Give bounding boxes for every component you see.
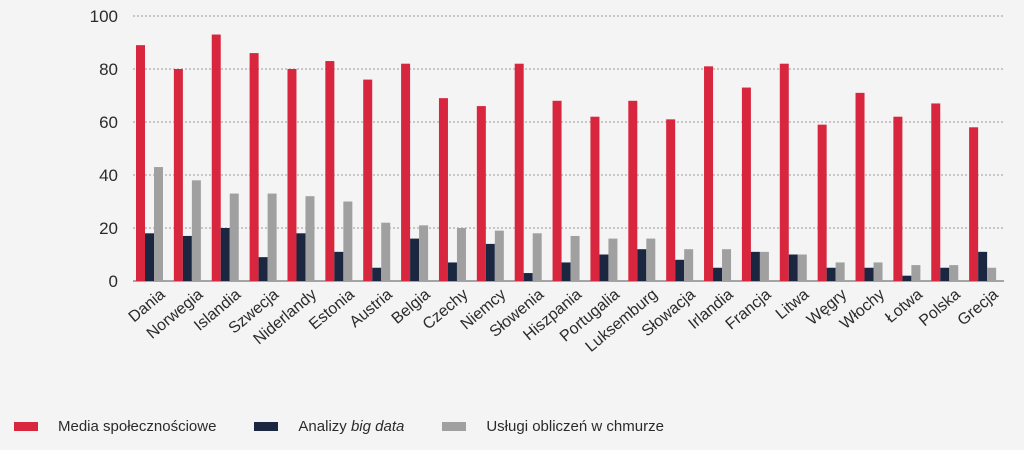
y-tick-label: 60 <box>99 113 118 132</box>
bar-bigdata <box>599 254 609 281</box>
x-tick-label: Austria <box>347 286 396 331</box>
bar-social <box>476 106 486 281</box>
bar-cloud <box>759 251 769 281</box>
bar-social <box>817 124 827 282</box>
bar-cloud <box>343 201 353 281</box>
bar-bigdata <box>447 262 457 281</box>
bar-cloud <box>873 262 883 281</box>
bar-cloud <box>835 262 845 281</box>
bar-cloud <box>305 196 315 281</box>
bar-social <box>931 103 941 281</box>
bar-cloud <box>191 180 201 281</box>
bar-social <box>249 53 259 281</box>
bar-social <box>401 63 411 282</box>
chart-legend: Media społecznościowe Analizy big data U… <box>14 418 664 435</box>
bar-bigdata <box>864 267 874 281</box>
bar-bigdata <box>826 267 836 281</box>
bar-bigdata <box>258 257 268 281</box>
legend-label-bigdata: Analizy big data <box>298 418 404 435</box>
legend-item-cloud: Usługi obliczeń w chmurze <box>442 418 664 435</box>
x-tick-label: Grecja <box>955 286 1002 329</box>
bar-social <box>666 119 676 281</box>
bar-bigdata <box>523 273 533 281</box>
bar-social <box>704 66 714 281</box>
bar-cloud <box>154 167 163 281</box>
bar-cloud <box>456 228 466 281</box>
bar-bigdata <box>750 251 760 281</box>
x-tick-label: Polska <box>916 286 964 330</box>
bar-social <box>325 61 335 281</box>
y-tick-label: 80 <box>99 60 118 79</box>
bar-cloud <box>267 193 277 281</box>
bar-cloud <box>646 238 656 281</box>
bar-social <box>893 116 903 281</box>
bar-social <box>590 116 600 281</box>
bar-social <box>287 69 297 281</box>
bar-cloud <box>381 222 391 281</box>
bar-bigdata <box>637 249 647 281</box>
bar-cloud <box>419 225 429 281</box>
bar-bigdata <box>940 267 950 281</box>
bar-bigdata <box>675 259 685 281</box>
bar-social <box>136 45 145 282</box>
bar-cloud <box>797 254 807 281</box>
legend-item-social: Media społecznościowe <box>14 418 216 435</box>
bar-social <box>173 69 183 281</box>
bar-cloud <box>229 193 239 281</box>
bar-social <box>741 87 751 281</box>
bar-cloud <box>608 238 618 281</box>
legend-label-cloud: Usługi obliczeń w chmurze <box>486 418 664 435</box>
bar-social <box>552 100 562 281</box>
y-tick-label: 40 <box>99 166 118 185</box>
bar-cloud <box>911 265 921 281</box>
bar-bigdata <box>296 233 306 281</box>
bar-cloud <box>494 230 504 281</box>
bar-bigdata <box>485 243 495 281</box>
y-tick-label: 100 <box>90 7 118 26</box>
bar-cloud <box>722 249 732 281</box>
legend-swatch-cloud <box>442 422 467 431</box>
bar-bigdata <box>220 228 230 281</box>
legend-label-bigdata-italic: big data <box>350 418 405 435</box>
legend-label-social: Media społecznościowe <box>58 418 217 435</box>
legend-swatch-social <box>14 422 38 431</box>
bar-bigdata <box>978 251 988 281</box>
bar-social <box>211 34 221 281</box>
bar-bigdata <box>788 254 798 281</box>
bar-social <box>514 63 524 282</box>
bar-bigdata <box>561 262 571 281</box>
bar-cloud <box>987 267 997 281</box>
bar-bigdata <box>372 267 382 281</box>
bar-bigdata <box>145 233 154 281</box>
legend-item-bigdata: Analizy big data <box>254 418 404 435</box>
bar-chart: 020406080100DaniaNorwegiaIslandiaSzwecja… <box>90 7 1004 356</box>
bar-bigdata <box>410 238 420 281</box>
bar-bigdata <box>334 251 344 281</box>
bar-cloud <box>684 249 694 281</box>
bar-cloud <box>570 235 580 281</box>
bar-bigdata <box>713 267 723 281</box>
bar-cloud <box>949 265 959 281</box>
bar-social <box>628 100 638 281</box>
y-tick-label: 0 <box>109 272 118 291</box>
y-tick-label: 20 <box>99 219 118 238</box>
bar-bigdata <box>902 275 912 281</box>
bar-social <box>969 127 979 281</box>
legend-swatch-bigdata <box>254 422 279 431</box>
bar-cloud <box>532 233 542 281</box>
bar-social <box>438 98 448 282</box>
bar-social <box>855 92 865 281</box>
bar-bigdata <box>182 235 192 281</box>
bar-social <box>363 79 373 281</box>
bar-social <box>779 63 789 282</box>
legend-label-bigdata-prefix: Analizy <box>298 418 351 435</box>
